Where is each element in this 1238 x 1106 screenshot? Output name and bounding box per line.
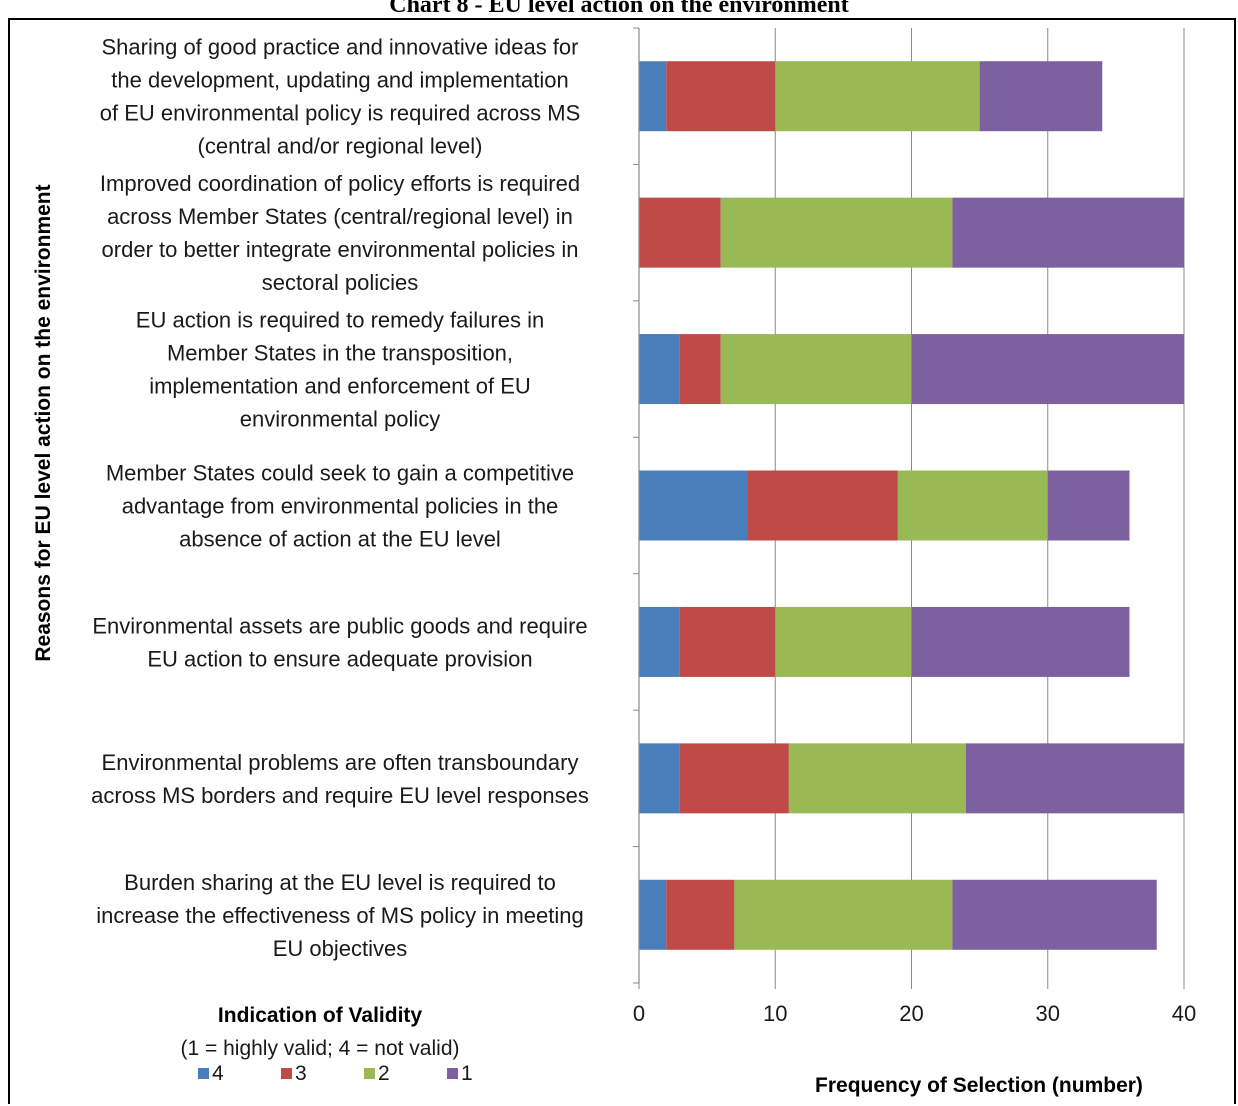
bar-segment-validity-4: [639, 743, 680, 814]
chart-frame: [8, 18, 1236, 1104]
bar-segment-validity-1: [979, 61, 1103, 132]
x-axis-title: Frequency of Selection (number): [815, 1074, 1143, 1097]
category-labels: Sharing of good practice and innovative …: [91, 35, 589, 961]
x-tick-labels: 0 10 20 30 40: [633, 1001, 1196, 1026]
bar-segment-validity-3: [748, 470, 898, 541]
legend-swatch-2: [364, 1068, 375, 1079]
bar-segment-validity-4: [639, 334, 680, 405]
category-label: Member States could seek to gain a compe…: [106, 461, 574, 552]
x-tick-label: 10: [763, 1001, 787, 1026]
bar-segment-validity-1: [966, 743, 1184, 814]
legend: Indication of Validity (1 = highly valid…: [181, 1004, 473, 1085]
chart-title: Chart 8 - EU level action on the environ…: [389, 0, 849, 18]
bar-segment-validity-2: [734, 879, 953, 950]
bar-segment-validity-4: [639, 879, 667, 950]
category-label: Environmental assets are public goods an…: [92, 613, 587, 671]
bar-segment-validity-3: [679, 334, 721, 405]
x-tick-label: 20: [899, 1001, 923, 1026]
legend-subtitle: (1 = highly valid; 4 = not valid): [181, 1037, 460, 1060]
x-tick-label: 0: [633, 1001, 645, 1026]
category-label: Burden sharing at the EU level is requir…: [96, 870, 584, 961]
bar-segment-validity-3: [679, 606, 776, 677]
legend-label-1: 1: [461, 1062, 473, 1085]
category-label: EU action is required to remedy failures…: [136, 308, 544, 432]
bar-segment-validity-2: [897, 470, 1048, 541]
bar-segment-validity-3: [639, 197, 721, 268]
axes: [633, 27, 640, 984]
bar-segment-validity-4: [639, 470, 748, 541]
bar-segment-validity-3: [679, 743, 789, 814]
bar-segment-validity-4: [639, 61, 667, 132]
bar-segment-validity-1: [952, 197, 1184, 268]
x-tick-label: 40: [1172, 1001, 1196, 1026]
bar-segment-validity-1: [911, 606, 1130, 677]
bar-segment-validity-2: [720, 197, 953, 268]
y-axis-title: Reasons for EU level action on the envir…: [32, 184, 55, 661]
legend-label-3: 3: [295, 1062, 307, 1085]
bars: [639, 61, 1184, 950]
legend-swatch-1: [447, 1068, 458, 1079]
legend-items: 4 3 2 1: [198, 1062, 473, 1085]
bar-segment-validity-1: [952, 879, 1157, 950]
bar-segment-validity-3: [666, 879, 735, 950]
x-tick-label: 30: [1036, 1001, 1060, 1026]
bar-segment-validity-1: [911, 334, 1184, 405]
bar-segment-validity-4: [639, 606, 680, 677]
legend-label-4: 4: [212, 1062, 224, 1085]
category-label: Improved coordination of policy efforts …: [100, 171, 580, 295]
bar-segment-validity-2: [775, 606, 912, 677]
legend-swatch-4: [198, 1068, 209, 1079]
legend-swatch-3: [281, 1068, 292, 1079]
bar-segment-validity-2: [775, 61, 980, 132]
category-label: Sharing of good practice and innovative …: [100, 35, 581, 159]
bar-segment-validity-2: [720, 334, 912, 405]
bar-segment-validity-2: [788, 743, 966, 814]
bar-segment-validity-3: [666, 61, 776, 132]
bar-segment-validity-1: [1047, 470, 1130, 541]
legend-title: Indication of Validity: [218, 1004, 423, 1027]
legend-label-2: 2: [378, 1062, 390, 1085]
category-label: Environmental problems are often transbo…: [91, 750, 589, 808]
